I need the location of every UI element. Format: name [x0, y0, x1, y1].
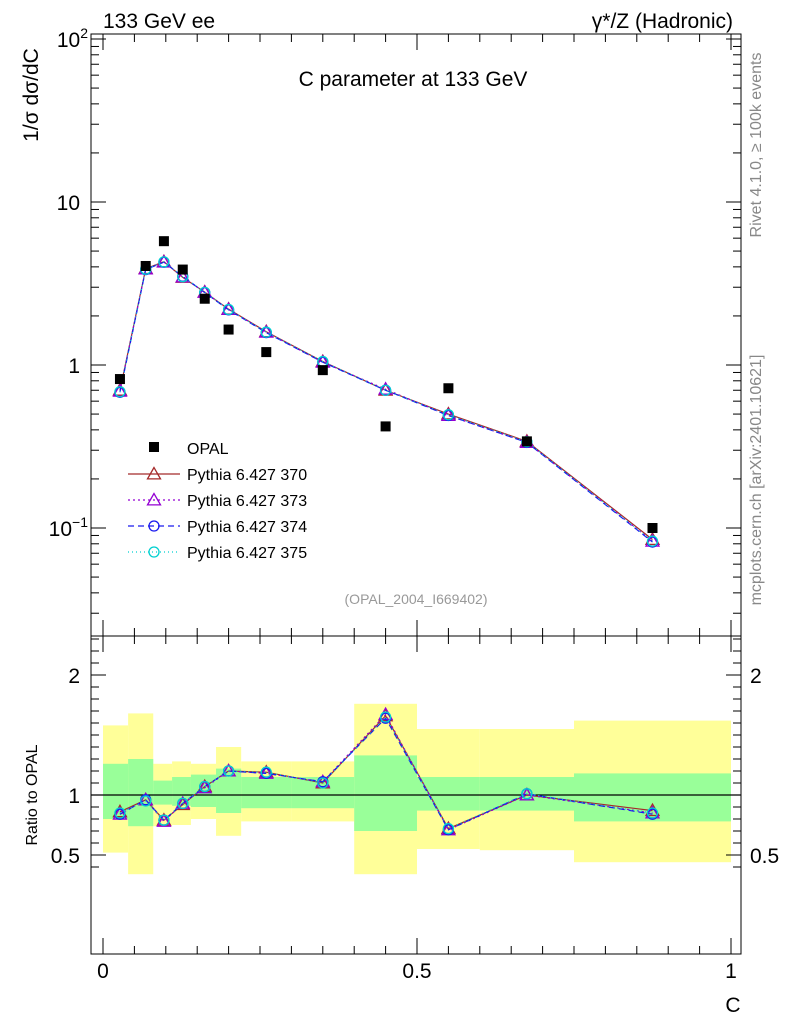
data-point [223, 324, 234, 335]
x-axis-ticks: 0 0.5 1 [97, 34, 737, 983]
series-point-3 [646, 535, 659, 547]
rivet-label: Rivet 4.1.0, ≥ 100k events [748, 53, 765, 238]
main-y-ticks: 102 10 1 10−1 [49, 25, 741, 614]
ratio-point-3 [114, 807, 126, 819]
header-right: γ*/Z (Hadronic) [592, 10, 733, 33]
ratio-tick-label-right: 0.5 [750, 845, 779, 868]
ratio-point-3 [140, 795, 152, 807]
inner-band [128, 759, 154, 827]
series-point-3 [222, 303, 235, 316]
ratio-point-3 [442, 822, 455, 835]
data-point [140, 260, 151, 271]
ratio-tick-label: 0.5 [51, 845, 80, 868]
x-tick-label: 1 [725, 960, 737, 983]
ratio-series [112, 706, 661, 836]
ratio-tick-label-right: 2 [750, 665, 762, 688]
y-tick-label: 10 [57, 192, 80, 215]
inner-band [172, 777, 191, 806]
main-panel: C parameter at 133 GeV 1/σ dσ/dC (OPAL_2… [20, 25, 742, 637]
data-point [521, 436, 532, 447]
y-tick-label: 1 [68, 355, 80, 378]
ratio-point-3 [158, 814, 170, 826]
data-point [380, 421, 391, 432]
ratio-point-3 [199, 780, 211, 793]
mc-series [112, 253, 661, 548]
x-tick-label: 0.5 [402, 960, 431, 983]
chart-title: C parameter at 133 GeV [299, 68, 528, 91]
legend-label-opal: OPAL [187, 441, 229, 458]
data-point [177, 264, 188, 275]
ratio-tick-label: 2 [68, 665, 80, 688]
x-axis-label: C [725, 994, 740, 1017]
ratio-point-3 [646, 807, 659, 819]
inner-band [241, 777, 292, 809]
legend-label: Pythia 6.427 373 [187, 493, 307, 510]
ratio-tick-label: 1 [68, 785, 80, 808]
ratio-y-axis-label: Ratio to OPAL [24, 744, 41, 845]
inner-band [153, 780, 173, 805]
inner-band [574, 773, 731, 822]
data-point [317, 365, 328, 376]
legend-marker [148, 546, 160, 558]
ratio-point-3 [317, 777, 329, 789]
series-point-1 [377, 381, 394, 395]
legend-label: Pythia 6.427 375 [187, 545, 307, 562]
legend-label: Pythia 6.427 370 [187, 467, 307, 484]
analysis-label: (OPAL_2004_I669402) [345, 591, 488, 607]
legend-label: Pythia 6.427 374 [187, 519, 307, 536]
legend-marker [146, 466, 162, 480]
ratio-point-3 [222, 765, 235, 777]
series-point-3 [260, 326, 272, 338]
ratio-panel: 0.5 1 2 0.5 2 Ratio to OPAL [24, 635, 779, 955]
legend-marker-opal [149, 442, 159, 452]
series-point-3 [442, 409, 455, 421]
y-tick-label: 102 [57, 25, 88, 52]
ratio-point-3 [521, 788, 533, 800]
ratio-point-3 [379, 711, 392, 723]
mcplots-label: mcplots.cern.ch [arXiv:2401.10621] [748, 355, 765, 606]
header-left: 133 GeV ee [103, 10, 215, 33]
data-point [647, 523, 658, 533]
data-point [443, 383, 454, 394]
data-point [158, 236, 169, 247]
uncertainty-bands [103, 703, 731, 875]
series-point-3 [114, 386, 126, 398]
series-line-2 [119, 261, 653, 543]
ratio-point-3 [260, 766, 272, 778]
y-axis-label: 1/σ dσ/dC [20, 48, 43, 142]
x-tick-label: 0 [97, 960, 109, 983]
series-point-3 [158, 256, 170, 268]
ratio-point-1 [197, 779, 213, 794]
data-point [199, 293, 210, 304]
inner-band [354, 755, 417, 831]
inner-band [417, 777, 480, 811]
ratio-point-1 [156, 813, 172, 827]
legend-marker [146, 492, 162, 506]
data-point [261, 347, 272, 358]
legend-marker [148, 520, 160, 532]
ratio-y-ticks: 0.5 1 2 0.5 2 [51, 638, 779, 868]
series-point-0 [440, 406, 457, 420]
opal-data [114, 236, 658, 533]
legend: OPAL Pythia 6.427 370 Pythia 6.427 373 Pyt… [128, 441, 307, 562]
data-point [114, 374, 125, 385]
y-tick-label: 10−1 [49, 514, 89, 541]
ratio-point-3 [177, 797, 189, 810]
ratio-frame [90, 635, 742, 955]
series-point-3 [379, 384, 392, 396]
